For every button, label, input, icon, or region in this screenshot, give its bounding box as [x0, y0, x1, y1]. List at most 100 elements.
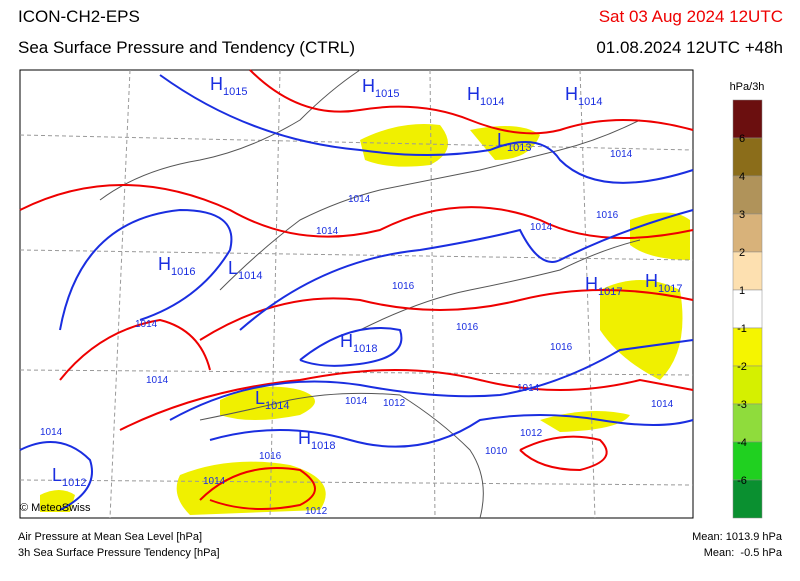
credit: © MeteoSwiss: [20, 502, 91, 514]
center-kind: H: [362, 76, 375, 96]
isobar-label: 1016: [550, 342, 573, 353]
pressure-center: H1015: [210, 74, 247, 98]
pressure-center: H1014: [565, 84, 602, 108]
center-value: 1014: [238, 270, 262, 282]
colorbar-swatch: [732, 137, 763, 177]
blue-isobars: [19, 74, 694, 511]
isobar-label: 1014: [316, 226, 339, 237]
colorbar-unit: hPa/3h: [730, 81, 765, 93]
center-kind: L: [497, 130, 507, 150]
isobar-label: 1012: [305, 506, 328, 517]
isobar-label: 1014: [345, 396, 368, 407]
center-kind: H: [158, 254, 171, 274]
isobar-label: 1014: [610, 149, 633, 160]
colorbar-tick-label: 4: [739, 171, 745, 183]
pressure-center: H1018: [340, 331, 377, 355]
colorbar-tick-label: -3: [737, 399, 747, 411]
colorbar-swatch: [732, 327, 763, 367]
center-kind: L: [255, 388, 265, 408]
isobar-label: 1014: [651, 399, 674, 410]
colorbar-tick-label: -2: [737, 361, 747, 373]
pressure-center: H1018: [298, 428, 335, 452]
center-kind: H: [467, 84, 480, 104]
center-value: 1017: [598, 286, 622, 298]
center-value: 1017: [658, 283, 682, 295]
colorbar-swatch: [732, 251, 763, 291]
center-value: 1015: [375, 88, 399, 100]
pressure-center: L1014: [255, 388, 290, 412]
isobar-label: 1016: [596, 210, 619, 221]
pressure-center: L1012: [52, 465, 87, 489]
colorbar-swatch: [732, 479, 763, 519]
colorbar: hPa/3h 6 4 3 2 1 -1 -2 -3 -4 -6: [730, 81, 765, 519]
model-name: ICON-CH2-EPS: [18, 7, 140, 26]
mean-tendency: Mean: -0.5 hPa: [704, 547, 783, 559]
colorbar-swatch: [732, 175, 763, 215]
pressure-center: H1017: [645, 271, 682, 295]
valid-time: Sat 03 Aug 2024 12UTC: [599, 7, 783, 26]
tendency-areas: [40, 124, 690, 515]
center-value: 1018: [311, 440, 335, 452]
center-value: 1018: [353, 343, 377, 355]
center-kind: H: [565, 84, 578, 104]
colorbar-swatch: [732, 365, 763, 405]
center-kind: H: [210, 74, 223, 94]
colorbar-tick-label: 6: [739, 133, 745, 145]
colorbar-swatch: [732, 99, 763, 139]
colorbar-swatch: [732, 441, 763, 481]
center-kind: H: [585, 274, 598, 294]
center-kind: H: [340, 331, 353, 351]
isobar-label: 1012: [383, 398, 406, 409]
isobar-label: 1012: [520, 428, 543, 439]
colorbar-tick-label: -6: [737, 475, 747, 487]
map-title: Sea Surface Pressure and Tendency (CTRL): [18, 38, 355, 57]
center-kind: L: [52, 465, 62, 485]
colorbar-tick-label: -1: [737, 323, 747, 335]
pressure-center: H1016: [158, 254, 195, 278]
isobar-label: 1014: [203, 476, 226, 487]
colorbar-swatch: [732, 213, 763, 253]
pressure-center: L1013: [497, 130, 532, 154]
mean-pressure: Mean: 1013.9 hPa: [692, 531, 783, 543]
center-value: 1016: [171, 266, 195, 278]
center-kind: H: [298, 428, 311, 448]
isobar-label: 1014: [40, 427, 63, 438]
colorbar-tick-label: 2: [739, 247, 745, 259]
pressure-center: L1014: [228, 258, 263, 282]
colorbar-swatch: [732, 289, 763, 329]
isobar-label: 1016: [259, 451, 282, 462]
pressure-center: H1014: [467, 84, 504, 108]
center-value: 1015: [223, 86, 247, 98]
isobar-label: 1010: [485, 446, 508, 457]
center-kind: H: [645, 271, 658, 291]
graticule: [19, 69, 694, 519]
isobar-label: 1014: [517, 383, 540, 394]
center-value: 1012: [62, 477, 86, 489]
colorbar-tick-label: -4: [737, 437, 747, 449]
center-value: 1014: [578, 96, 602, 108]
isobar-label: 1014: [135, 319, 158, 330]
colorbar-tick-label: 3: [739, 209, 745, 221]
isobar-label: 1016: [456, 322, 479, 333]
red-isobars: [19, 69, 694, 510]
center-value: 1014: [265, 400, 289, 412]
center-value: 1014: [480, 96, 504, 108]
pressure-center: H1017: [585, 274, 622, 298]
isobar-label: 1014: [348, 194, 371, 205]
colorbar-swatch: [732, 403, 763, 443]
isobar-label: 1014: [146, 375, 169, 386]
center-kind: L: [228, 258, 238, 278]
legend-pressure: Air Pressure at Mean Sea Level [hPa]: [18, 531, 202, 543]
legend-tendency: 3h Sea Surface Pressure Tendency [hPa]: [18, 547, 220, 559]
isobar-label: 1016: [392, 281, 415, 292]
isobar-label: 1014: [530, 222, 553, 233]
colorbar-tick-label: 1: [739, 285, 745, 297]
run-time: 01.08.2024 12UTC +48h: [596, 38, 783, 57]
pressure-center: H1015: [362, 76, 399, 100]
borders: [99, 69, 641, 519]
isobar-labels: 1014 1014 1016 1014 1014 1016 1014 1016 1016 1014…: [40, 149, 674, 517]
map-frame: [19, 69, 694, 519]
